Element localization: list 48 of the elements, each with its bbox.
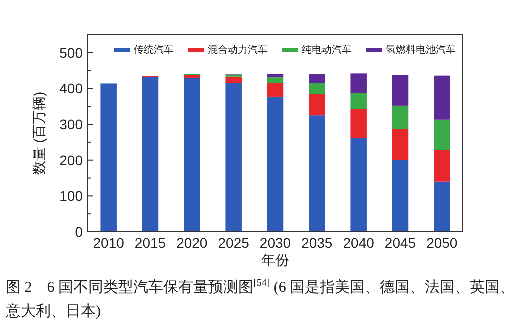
bar (309, 116, 326, 232)
y-tick-label: 200 (60, 152, 84, 168)
x-tick-label: 2045 (384, 235, 416, 251)
bar (434, 76, 450, 120)
y-axis-title: 数量 (百万辆) (31, 92, 47, 176)
x-tick-label: 2050 (426, 235, 458, 251)
bar (309, 82, 326, 94)
bar (184, 78, 200, 232)
x-tick-label: 2035 (302, 235, 333, 251)
legend-label: 纯电动汽车 (302, 44, 352, 56)
legend-label: 传统汽车 (134, 44, 174, 56)
bar (350, 74, 367, 94)
bar (434, 182, 450, 232)
y-tick-label: 100 (60, 188, 84, 204)
bar (267, 74, 284, 78)
bar (392, 75, 409, 106)
x-tick-label: 2020 (176, 235, 208, 251)
y-tick-label: 500 (60, 44, 84, 61)
bar (392, 106, 409, 130)
bar (350, 110, 367, 139)
bar (142, 77, 159, 232)
legend-label: 混合动力汽车 (208, 44, 268, 56)
bar (392, 129, 409, 160)
x-tick-label: 2025 (218, 235, 250, 251)
bar (309, 74, 326, 83)
bar (434, 150, 450, 182)
x-tick-label: 2030 (260, 235, 292, 251)
bar (350, 138, 367, 232)
bar (226, 76, 242, 84)
x-tick-label: 2010 (93, 235, 125, 251)
legend-label: 氢燃料电池汽车 (386, 44, 456, 56)
bar (434, 120, 450, 150)
y-tick-label: 300 (60, 116, 84, 133)
bar (309, 94, 326, 116)
bar (267, 82, 284, 97)
bar (100, 84, 117, 232)
x-tick-label: 2040 (343, 235, 375, 251)
bar (184, 75, 200, 78)
text: 图 2 6 国不同类型汽车保有量预测图$^{[54]}$ (6 国是指美国、德国、法国、英国、意大利、日本) (6, 278, 516, 320)
bar (350, 93, 367, 110)
y-tick-label: 400 (60, 80, 84, 97)
bar (267, 78, 284, 83)
bar (226, 83, 242, 232)
y-tick-label: 0 (75, 224, 84, 240)
x-axis-title: 年份 (262, 252, 290, 268)
bar (392, 160, 409, 232)
bar (267, 96, 284, 232)
x-tick-label: 2015 (134, 235, 166, 251)
